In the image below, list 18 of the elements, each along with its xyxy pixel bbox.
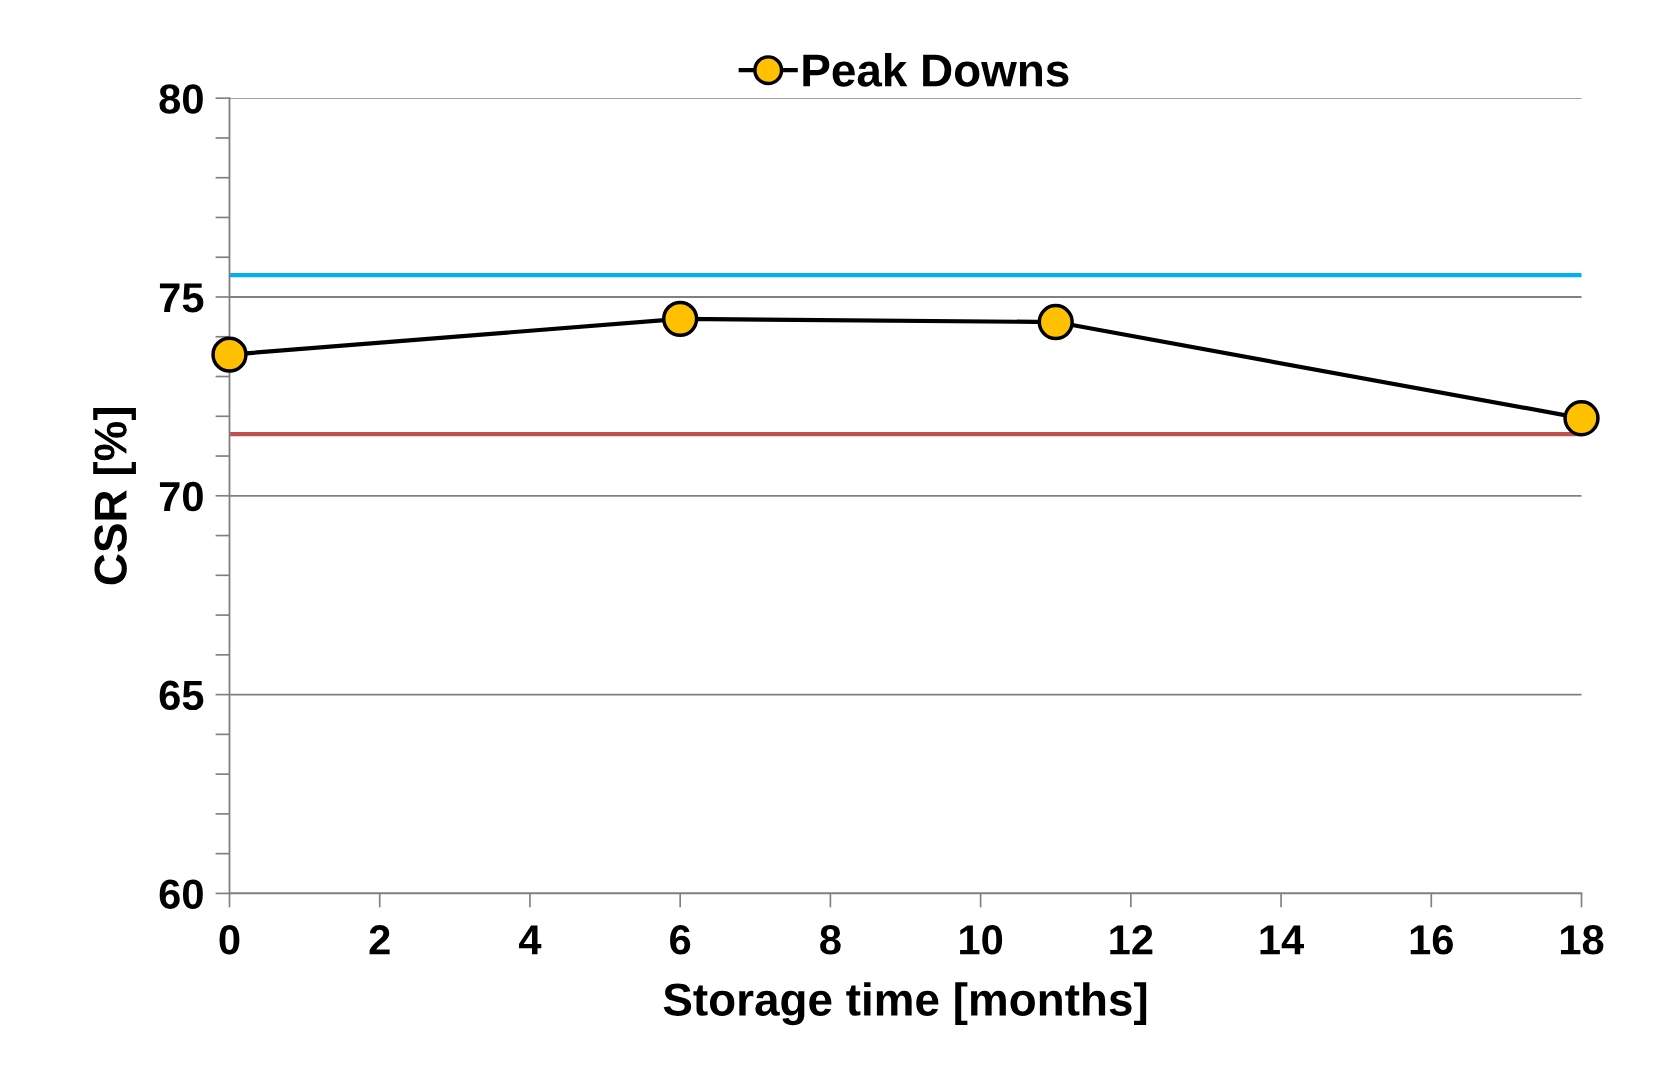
x-tick-label: 2 — [369, 925, 390, 955]
x-axis-title: Storage time [months] — [663, 982, 1147, 1026]
x-tick-label: 14 — [1260, 925, 1305, 955]
y-tick-label: 80 — [159, 84, 203, 114]
x-tick-label: 10 — [960, 925, 1003, 955]
x-tick-label: 4 — [518, 925, 542, 955]
y-tick-label: 65 — [159, 680, 204, 711]
x-tick-label: 18 — [1560, 925, 1604, 955]
y-tick-label: 75 — [159, 283, 204, 313]
y-tick-label: 60 — [159, 879, 203, 909]
y-axis-title: CSR [%] — [93, 407, 136, 585]
x-tick-label: 6 — [670, 925, 691, 955]
x-tick-label: 16 — [1410, 925, 1453, 955]
x-tick-label: 8 — [820, 925, 841, 955]
y-tick-label: 70 — [159, 481, 203, 512]
x-tick-label: 12 — [1110, 925, 1153, 955]
x-tick-label: 0 — [219, 925, 240, 955]
legend-label: Peak Downs — [803, 53, 1069, 87]
